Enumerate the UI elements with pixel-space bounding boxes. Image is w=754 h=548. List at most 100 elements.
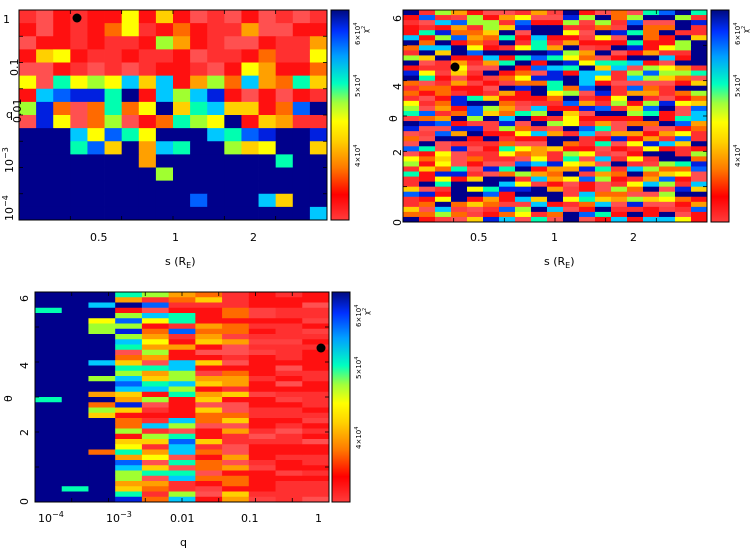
heatmap-cell — [467, 191, 484, 198]
heatmap-cell — [275, 167, 294, 182]
heatmap-cell — [190, 36, 208, 50]
heatmap-cell — [547, 181, 564, 188]
heatmap-cell — [627, 201, 644, 208]
heatmap-cell — [35, 323, 63, 330]
heatmap-cell — [168, 302, 196, 309]
heatmap-cell — [499, 65, 516, 71]
heatmap-cell — [531, 216, 548, 223]
heatmap-cell — [222, 391, 250, 398]
heatmap-cell — [547, 20, 564, 26]
heatmap-cell — [302, 423, 330, 429]
heatmap-cell — [168, 381, 196, 387]
heatmap-cell — [531, 75, 548, 82]
heatmap-cell — [627, 196, 644, 203]
heatmap-cell — [155, 141, 174, 155]
heatmap-cell — [547, 171, 564, 177]
heatmap-cell — [499, 15, 516, 21]
heatmap-cell — [643, 156, 660, 162]
heatmap-cell — [61, 307, 89, 314]
heatmap-cell — [659, 196, 676, 203]
heatmap-cell — [579, 121, 596, 127]
heatmap-cell — [579, 216, 596, 223]
heatmap-cell — [691, 45, 708, 51]
heatmap-cell — [222, 460, 250, 466]
heatmap-cell — [659, 191, 676, 198]
heatmap-cell — [419, 30, 436, 36]
heatmap-cell — [207, 88, 225, 103]
heatmap-cell — [88, 334, 116, 340]
heatmap-cell — [88, 449, 116, 456]
heatmap-cell — [121, 10, 140, 24]
heatmap-cell — [547, 70, 564, 77]
heatmap-cell — [659, 40, 676, 46]
heatmap-cell — [691, 216, 708, 223]
heatmap-cell — [435, 211, 452, 218]
heatmap-cell — [419, 45, 436, 51]
heatmap-cell — [19, 154, 37, 168]
heatmap-cell — [70, 115, 88, 129]
heatmap-cell — [531, 105, 548, 112]
heatmap-cell — [207, 23, 225, 37]
heatmap-cell — [643, 50, 660, 56]
heatmap-cell — [88, 444, 116, 450]
heatmap-cell — [419, 116, 436, 122]
heatmap-cell — [627, 166, 644, 172]
heatmap-cell — [563, 211, 580, 218]
heatmap-cell — [35, 313, 63, 319]
heatmap-cell — [467, 136, 484, 142]
heatmap-cell — [104, 167, 123, 182]
heatmap-cell — [611, 216, 628, 223]
heatmap-cell — [275, 128, 294, 142]
heatmap-cell — [659, 60, 676, 66]
heatmap-cell — [563, 85, 580, 92]
heatmap-cell — [61, 402, 89, 408]
heatmap-cell — [531, 80, 548, 87]
heatmap-cell — [499, 75, 516, 82]
heatmap-cell — [611, 206, 628, 213]
heatmap-cell — [302, 454, 330, 461]
heatmap-cell — [403, 176, 420, 183]
heatmap-cell — [195, 470, 223, 477]
heatmap-cell — [248, 460, 276, 466]
heatmap-cell — [222, 328, 250, 335]
heatmap-cell — [451, 45, 468, 51]
heatmap-cell — [659, 151, 676, 157]
heatmap-cell — [611, 45, 628, 51]
heatmap-cell — [627, 121, 644, 127]
heatmap-cell — [483, 191, 500, 198]
heatmap-cell — [155, 115, 174, 129]
heatmap-cell — [467, 20, 484, 26]
heatmap-cell — [419, 85, 436, 92]
heatmap-cell — [579, 136, 596, 142]
heatmap-cell — [403, 65, 420, 71]
heatmap-cell — [190, 141, 208, 155]
heatmap-cell — [248, 302, 276, 309]
heatmap-cell — [499, 206, 516, 213]
heatmap-cell — [435, 151, 452, 157]
heatmap-cell — [579, 191, 596, 198]
heatmap-cell — [115, 397, 143, 403]
x-tick-label: 0.01 — [170, 512, 195, 525]
heatmap-cell — [627, 65, 644, 71]
heatmap-cell — [35, 297, 63, 303]
heatmap-cell — [643, 80, 660, 87]
heatmap-cell — [309, 180, 328, 195]
heatmap-cell — [467, 75, 484, 82]
heatmap-cell — [451, 110, 468, 117]
heatmap-cell — [155, 154, 174, 168]
heatmap-cell — [467, 35, 484, 41]
heatmap-cell — [595, 75, 612, 82]
heatmap-cell — [419, 100, 436, 107]
colorbar-tick-label: 4×104 — [354, 427, 363, 449]
heatmap-cell — [141, 475, 170, 482]
heatmap-cell — [36, 62, 54, 77]
heatmap-cell — [435, 45, 452, 51]
best-fit-marker — [450, 62, 460, 72]
heatmap-cell — [675, 30, 692, 36]
heatmap-cell — [595, 15, 612, 21]
heatmap-cell — [309, 193, 328, 208]
heatmap-cell — [627, 30, 644, 36]
heatmap-cell — [547, 141, 564, 147]
heatmap-cell — [531, 146, 548, 152]
heatmap-cell — [275, 407, 303, 414]
